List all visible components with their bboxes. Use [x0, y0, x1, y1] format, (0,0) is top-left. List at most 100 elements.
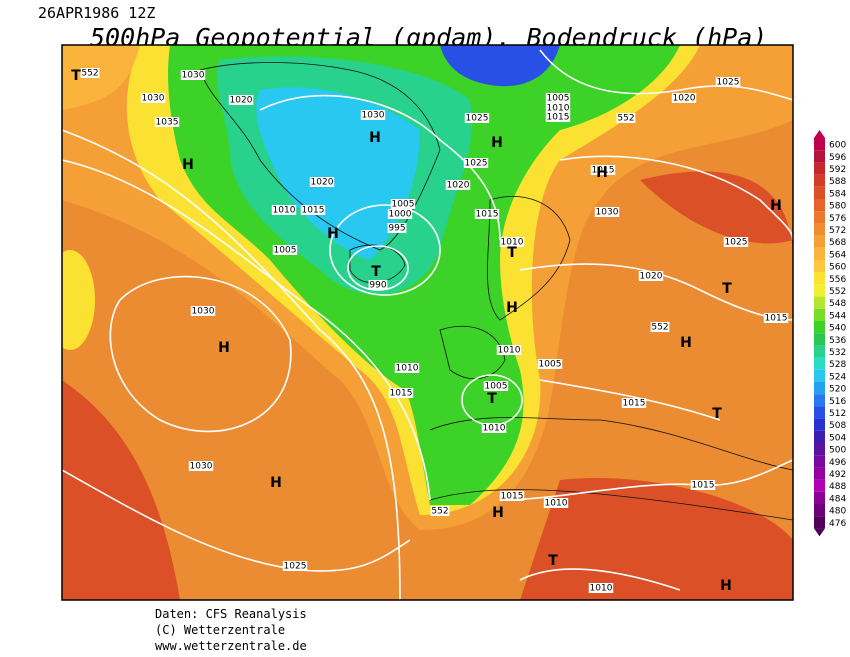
- isobar-label: 552: [651, 323, 668, 333]
- isobar-label-box: [190, 306, 216, 316]
- isobar: [62, 159, 431, 501]
- isobar-label-box: [464, 113, 490, 123]
- isobar-label: 1030: [190, 462, 213, 472]
- colorbar-swatch: [814, 138, 825, 151]
- isobar-label-box: [723, 237, 749, 247]
- isobar-label-box: [387, 223, 407, 233]
- colorbar-label: 548: [829, 299, 846, 309]
- colorbar-label: 504: [829, 433, 846, 443]
- isobar-label-box: [690, 480, 716, 490]
- pressure-center: H: [770, 198, 782, 214]
- colorbar-swatch: [814, 186, 825, 199]
- source: Daten: CFS Reanalysis: [155, 607, 307, 621]
- isobar-label-box: [650, 322, 670, 332]
- isobar: [559, 155, 793, 241]
- coastline: [429, 417, 793, 521]
- isobar-label: 1000: [389, 210, 412, 220]
- isobar-label: 1025: [465, 159, 488, 169]
- isobar-label-box: [616, 113, 636, 123]
- colorbar-swatch: [814, 504, 825, 517]
- isobar-label: 1010: [273, 206, 296, 216]
- colorbar-label: 568: [829, 238, 846, 248]
- colorbar-label: 580: [829, 202, 846, 212]
- isobar-label: 1020: [311, 178, 334, 188]
- isobar-label: 1015: [501, 492, 524, 502]
- isobar-label: 1025: [725, 238, 748, 248]
- colorbar: 600 596 592 588 584 580 576 572 568 564 560 556 552 5…: [814, 130, 846, 537]
- isobar-label-box: [272, 245, 298, 255]
- isobar: [329, 204, 441, 296]
- isobar-label-box: [621, 398, 647, 408]
- isobar-label-box: [588, 583, 614, 593]
- colorbar-swatch: [814, 321, 825, 334]
- isobar-label: 1010: [483, 424, 506, 434]
- isobar-label: 1005: [539, 360, 562, 370]
- isobar-label: 1015: [592, 166, 615, 176]
- colorbar-label: 556: [829, 275, 846, 285]
- colorbar-swatch: [814, 162, 825, 175]
- isobar: [499, 379, 793, 501]
- isobar-label: 1015: [476, 210, 499, 220]
- isobar-label: 1010: [498, 346, 521, 356]
- colorbar-label: 596: [829, 153, 846, 163]
- pressure-center: H: [506, 300, 518, 316]
- colorbar-label: 564: [829, 250, 846, 260]
- isobar-label-box: [638, 271, 664, 281]
- isobar-label: 1005: [485, 382, 508, 392]
- colorbar-swatch: [814, 394, 825, 407]
- colorbar-swatch: [814, 235, 825, 248]
- colorbar-swatch: [814, 284, 825, 297]
- colorbar-label: 552: [829, 287, 846, 297]
- colorbar-label: 480: [829, 507, 846, 517]
- timestamp: 26APR1986 12Z: [38, 4, 155, 22]
- isobar-label-box: [430, 506, 450, 516]
- isobar: [62, 129, 401, 600]
- isobar-label-box: [499, 491, 525, 501]
- isobar-label-box: [537, 359, 563, 369]
- pressure-center: H: [327, 226, 339, 242]
- colorbar-label: 488: [829, 482, 846, 492]
- coastline: [349, 244, 406, 284]
- coastline: [487, 196, 571, 321]
- pressure-center: T: [487, 391, 497, 407]
- pressure-center: H: [218, 340, 230, 356]
- ridge-band: [62, 45, 140, 110]
- isobar-label-box: [590, 165, 616, 175]
- colorbar-label: 588: [829, 177, 846, 187]
- isobar-label: 1015: [765, 314, 788, 324]
- warm-region: [640, 171, 793, 260]
- colorbar-swatch: [814, 211, 825, 224]
- isobar-label: 1015: [302, 206, 325, 216]
- colorbar-label: 476: [829, 519, 846, 529]
- isobar-label: 1005: [274, 246, 297, 256]
- colorbar-swatch: [814, 430, 825, 443]
- colorbar-swatch: [814, 260, 825, 273]
- isobar-label: 1010: [547, 104, 570, 114]
- isobar-label: 1020: [673, 94, 696, 104]
- colorbar-label: 584: [829, 189, 846, 199]
- isobar-label-box: [545, 93, 571, 103]
- isobar-label-box: [271, 205, 297, 215]
- isobar-label-box: [463, 158, 489, 168]
- colorbar-swatch: [814, 174, 825, 187]
- isobar-label: 1005: [392, 200, 415, 210]
- colorbar-swatch: [814, 150, 825, 163]
- colorbar-swatch: [814, 345, 825, 358]
- pressure-center: T: [507, 245, 517, 261]
- isobar-label-box: [309, 177, 335, 187]
- isobar: [519, 568, 681, 591]
- isobar-label-box: [394, 363, 420, 373]
- isobar-label-box: [543, 498, 569, 508]
- colorbar-swatch: [814, 357, 825, 370]
- colorbar-swatch: [814, 418, 825, 431]
- colorbar-label: 512: [829, 409, 846, 419]
- colorbar-swatch: [814, 382, 825, 395]
- colorbar-swatch: [814, 369, 825, 382]
- colorbar-swatch: [814, 272, 825, 285]
- isobar-label: 1010: [590, 584, 613, 594]
- isobar-label: 1025: [717, 78, 740, 88]
- isobar-label: 1010: [501, 238, 524, 248]
- colorbar-label: 528: [829, 360, 846, 370]
- trough-core: [440, 45, 560, 87]
